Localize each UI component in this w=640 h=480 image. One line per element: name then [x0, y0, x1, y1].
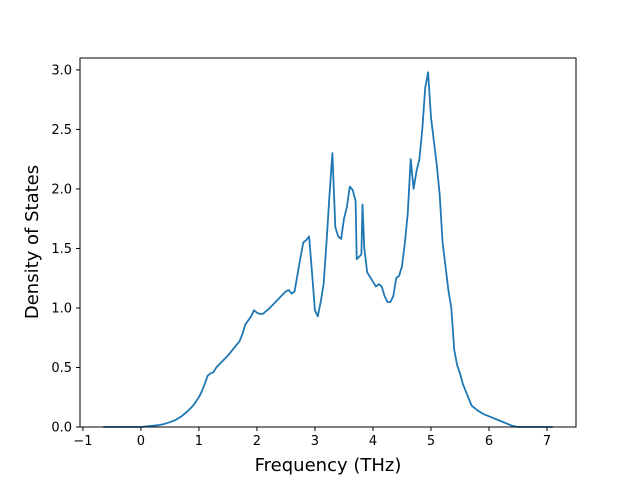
- x-tick-label: 7: [543, 434, 551, 449]
- x-tick-label: 6: [485, 434, 493, 449]
- x-axis-label: Frequency (THz): [255, 455, 402, 476]
- x-tick-label: 5: [427, 434, 435, 449]
- y-tick-label: 1.5: [51, 242, 72, 257]
- y-tick-label: 2.5: [51, 123, 72, 138]
- y-tick-label: 1.0: [51, 301, 72, 316]
- y-tick-label: 0.5: [51, 361, 72, 376]
- y-tick-label: 3.0: [51, 63, 72, 78]
- x-tick-label: 2: [253, 434, 261, 449]
- y-axis-label: Density of States: [22, 165, 43, 319]
- ticks: [76, 69, 548, 431]
- plot-area-frame: [79, 57, 577, 428]
- x-tick-label: −1: [73, 434, 92, 449]
- y-tick-label: 2.0: [51, 182, 72, 197]
- x-tick-label: 0: [137, 434, 145, 449]
- x-tick-label: 3: [311, 434, 319, 449]
- tick-labels: −1 0 1 2 3 4 5 6 7 0.0 0.5 1.0 1.5 2.0 2.5 3.0: [51, 63, 551, 449]
- y-tick-label: 0.0: [51, 421, 72, 436]
- x-tick-label: 1: [195, 434, 203, 449]
- dos-series-line: [103, 71, 553, 428]
- x-tick-label: 4: [369, 434, 377, 449]
